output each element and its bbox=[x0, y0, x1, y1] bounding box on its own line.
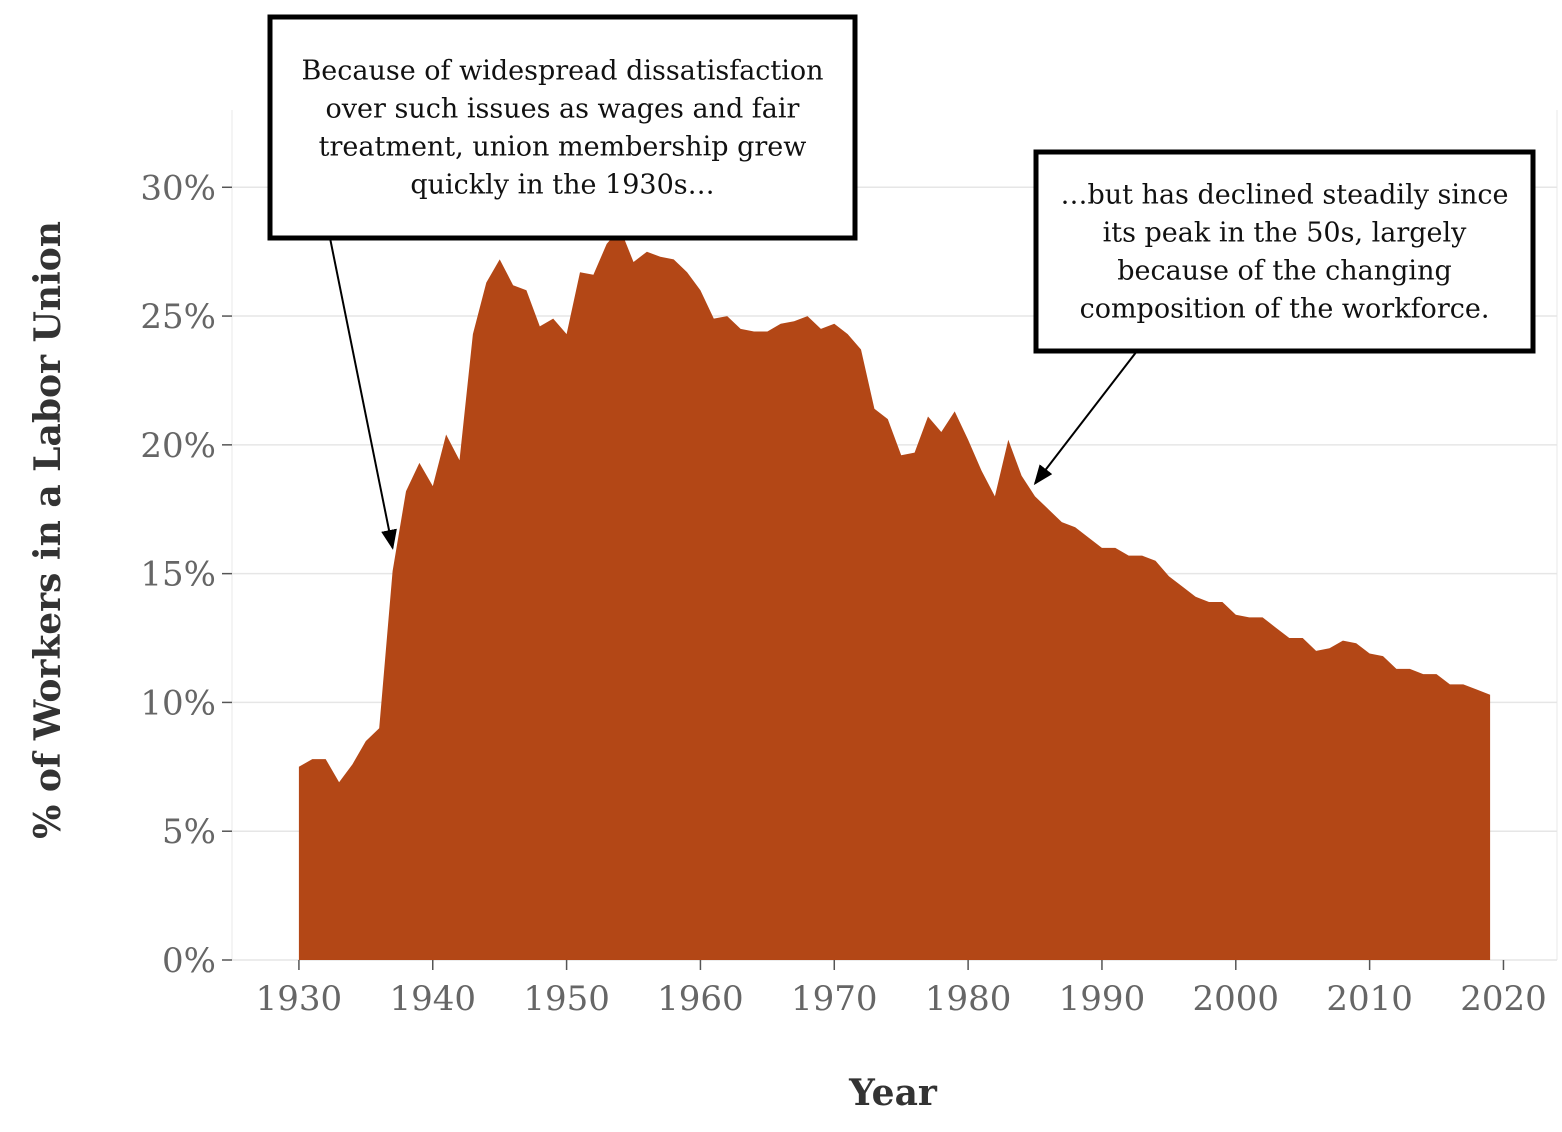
right-annotation-box bbox=[1033, 149, 1536, 354]
y-tick-label: 25% bbox=[140, 297, 216, 337]
left-annotation-text-line: Because of widespread dissatisfaction bbox=[301, 56, 823, 87]
x-tick-label: 2020 bbox=[1460, 979, 1547, 1019]
left-annotation-arrow bbox=[329, 237, 397, 550]
x-tick-label: 1980 bbox=[925, 979, 1012, 1019]
y-tick-label: 20% bbox=[140, 426, 216, 466]
y-tick-label: 30% bbox=[140, 168, 216, 208]
left-annotation-text-line: quickly in the 1930s… bbox=[410, 170, 714, 201]
y-axis-title: % of Workers in a Labor Union bbox=[27, 221, 69, 839]
y-tick-label: 10% bbox=[140, 683, 216, 723]
x-tick-label: 1960 bbox=[657, 979, 744, 1019]
axes: 0% 5% 10% 15% 20% 25% 30% 1930 1940 1950 1960 1970 1… bbox=[140, 168, 1546, 1019]
left-annotation-text-line: treatment, union membership grew bbox=[319, 132, 807, 163]
left-annotation-box bbox=[267, 14, 858, 241]
x-tick-label: 1930 bbox=[256, 979, 343, 1019]
left-annotation-text-line: over such issues as wages and fair bbox=[326, 94, 800, 125]
y-tick-label: 15% bbox=[140, 555, 216, 595]
right-annotation-text-line: its peak in the 50s, largely bbox=[1103, 218, 1468, 249]
x-tick-label: 2010 bbox=[1326, 979, 1413, 1019]
x-tick-label: 1940 bbox=[389, 979, 476, 1019]
annotations: Because of widespread dissatisfaction ove… bbox=[267, 14, 1536, 550]
x-tick-label: 2000 bbox=[1193, 979, 1280, 1019]
right-annotation-text-line: because of the changing bbox=[1117, 256, 1452, 287]
y-tick-label: 0% bbox=[162, 941, 216, 981]
right-annotation-text-line: composition of the workforce. bbox=[1080, 294, 1490, 325]
x-axis-title: Year bbox=[848, 1072, 938, 1114]
y-tick-label: 5% bbox=[162, 812, 216, 852]
x-tick-label: 1970 bbox=[791, 979, 878, 1019]
right-annotation-arrow bbox=[1033, 350, 1138, 486]
x-tick-label: 1950 bbox=[523, 979, 610, 1019]
x-tick-label: 1990 bbox=[1059, 979, 1146, 1019]
union-membership-area bbox=[298, 228, 1491, 960]
right-annotation-text-line: …but has declined steadily since bbox=[1060, 180, 1508, 211]
